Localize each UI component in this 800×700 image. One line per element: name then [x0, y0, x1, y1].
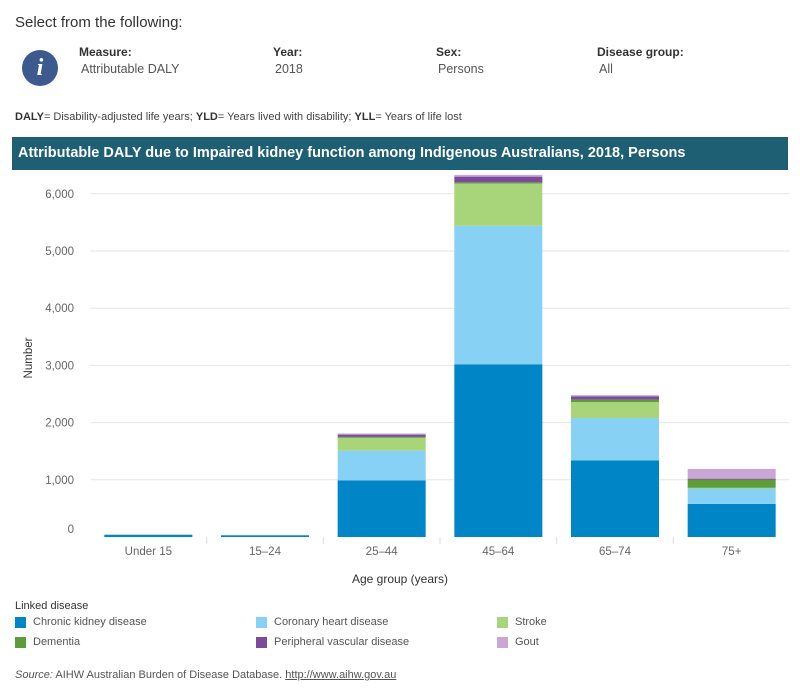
- x-tick-label: 75+: [722, 546, 742, 558]
- y-tick-label: 6,000: [45, 189, 74, 201]
- y-tick-label: 1,000: [45, 475, 74, 487]
- x-axis-ticks: Under 15 15–24 25–44 45–64 65–74 75+: [125, 537, 742, 558]
- legend-title: Linked disease: [15, 600, 89, 612]
- bar-segment-coronary-heart-disease-25-44[interactable]: [337, 450, 426, 481]
- bar-segment-coronary-heart-disease-45-64[interactable]: [454, 225, 543, 365]
- sex-value[interactable]: Persons: [438, 62, 484, 76]
- yll-key: YLL: [354, 111, 376, 123]
- y-tick-label: 5,000: [45, 246, 74, 258]
- stacked-bar-chart: 0 1,000 2,000 3,000 4,000 5,000 6,000 Under 15…: [23, 174, 790, 586]
- bar-segment-chronic-kidney-disease-75[interactable]: [687, 503, 776, 537]
- bar-segment-chronic-kidney-disease-15-24[interactable]: [221, 535, 309, 537]
- bar-segment-chronic-kidney-disease-25-44[interactable]: [337, 480, 426, 537]
- bar-segment-gout-25-44[interactable]: [337, 433, 426, 435]
- y-tick-label: 3,000: [45, 360, 74, 372]
- legend-swatch: [497, 636, 508, 648]
- y-axis-ticks: 0 1,000 2,000 3,000 4,000 5,000 6,000: [45, 189, 74, 536]
- bar-segment-stroke-25-44[interactable]: [337, 437, 426, 451]
- info-icon[interactable]: i: [22, 50, 58, 86]
- bar-segment-dementia-25-44[interactable]: [337, 436, 426, 438]
- abbreviations-note: DALY= Disability-adjusted life years; YL…: [15, 111, 462, 123]
- bar-segment-gout-75[interactable]: [687, 468, 776, 479]
- year-value[interactable]: 2018: [275, 62, 303, 76]
- bars: [104, 174, 776, 537]
- measure-label: Measure:: [79, 45, 132, 59]
- legend-label: Stroke: [515, 616, 547, 628]
- legend-label: Gout: [515, 636, 539, 648]
- gridlines: [90, 193, 790, 481]
- legend-swatch: [256, 616, 267, 628]
- bar-segment-stroke-75[interactable]: [687, 487, 776, 489]
- bar-segment-peripheral-vascular-disease-45-64[interactable]: [454, 176, 543, 183]
- legend-item-chronic-kidney-disease[interactable]: Chronic kidney disease: [15, 616, 147, 628]
- yld-definition: = Years lived with disability;: [217, 111, 355, 123]
- bar-segment-peripheral-vascular-disease-75[interactable]: [687, 478, 776, 480]
- legend-label: Dementia: [33, 636, 81, 648]
- bar-segment-dementia-45-64[interactable]: [454, 182, 543, 184]
- bar-segment-peripheral-vascular-disease-65-74[interactable]: [571, 396, 659, 400]
- bar-segment-chronic-kidney-disease-45-64[interactable]: [454, 364, 543, 537]
- bar-segment-stroke-45-64[interactable]: [454, 183, 543, 226]
- source-label: Source:: [15, 669, 53, 681]
- y-axis-label: Number: [23, 337, 35, 378]
- legend-label: Chronic kidney disease: [33, 616, 147, 628]
- source-note: Source: AIHW Australian Burden of Diseas…: [15, 669, 396, 681]
- x-tick-label: 25–44: [366, 546, 399, 558]
- legend-item-coronary-heart-disease[interactable]: Coronary heart disease: [256, 616, 388, 628]
- bar-segment-peripheral-vascular-disease-25-44[interactable]: [337, 434, 426, 437]
- x-axis-label: Age group (years): [352, 572, 448, 586]
- x-tick-label: Under 15: [125, 546, 172, 558]
- bar-segment-dementia-65-74[interactable]: [571, 399, 659, 403]
- legend-swatch: [497, 616, 508, 628]
- legend-swatch: [256, 636, 267, 648]
- legend-label: Coronary heart disease: [274, 616, 389, 628]
- chart-title: Attributable DALY due to Impaired kidney…: [12, 137, 788, 170]
- legend-item-peripheral-vascular-disease[interactable]: Peripheral vascular disease: [256, 636, 409, 648]
- y-tick-label: 2,000: [45, 418, 74, 430]
- legend-item-dementia[interactable]: Dementia: [15, 636, 80, 648]
- disease-group-value[interactable]: All: [599, 62, 613, 76]
- x-tick-label: 15–24: [249, 546, 282, 558]
- bar-segment-gout-45-64[interactable]: [454, 174, 543, 177]
- bar-segment-gout-65-74[interactable]: [571, 395, 659, 397]
- legend-item-gout[interactable]: Gout: [497, 636, 539, 648]
- daly-definition: = Disability-adjusted life years;: [43, 111, 196, 123]
- legend-swatch: [15, 636, 26, 648]
- bar-segment-coronary-heart-disease-65-74[interactable]: [571, 418, 659, 461]
- sex-label: Sex:: [436, 45, 462, 59]
- legend-label: Peripheral vascular disease: [274, 636, 410, 648]
- x-tick-label: 45–64: [482, 546, 515, 558]
- measure-value[interactable]: Attributable DALY: [81, 62, 180, 76]
- legend-item-stroke[interactable]: Stroke: [497, 616, 547, 628]
- bar-segment-stroke-65-74[interactable]: [571, 402, 659, 419]
- bar-segment-chronic-kidney-disease-under-15[interactable]: [104, 534, 193, 537]
- daly-key: DALY: [15, 111, 44, 123]
- year-label: Year:: [273, 45, 303, 59]
- x-tick-label: 65–74: [599, 546, 632, 558]
- y-tick-label: 0: [68, 524, 74, 536]
- yld-key: YLD: [195, 111, 218, 123]
- y-tick-label: 4,000: [45, 303, 74, 315]
- bar-segment-chronic-kidney-disease-65-74[interactable]: [571, 460, 659, 537]
- page-title: Select from the following:: [15, 14, 183, 31]
- source-text: AIHW Australian Burden of Disease Databa…: [52, 669, 286, 681]
- bar-segment-coronary-heart-disease-75[interactable]: [687, 488, 776, 504]
- legend-swatch: [15, 616, 26, 628]
- yll-definition: = Years of life lost: [375, 111, 462, 123]
- bar-segment-dementia-75[interactable]: [687, 479, 776, 488]
- source-link[interactable]: http://www.aihw.gov.au: [285, 669, 397, 681]
- disease-group-label: Disease group:: [597, 45, 684, 59]
